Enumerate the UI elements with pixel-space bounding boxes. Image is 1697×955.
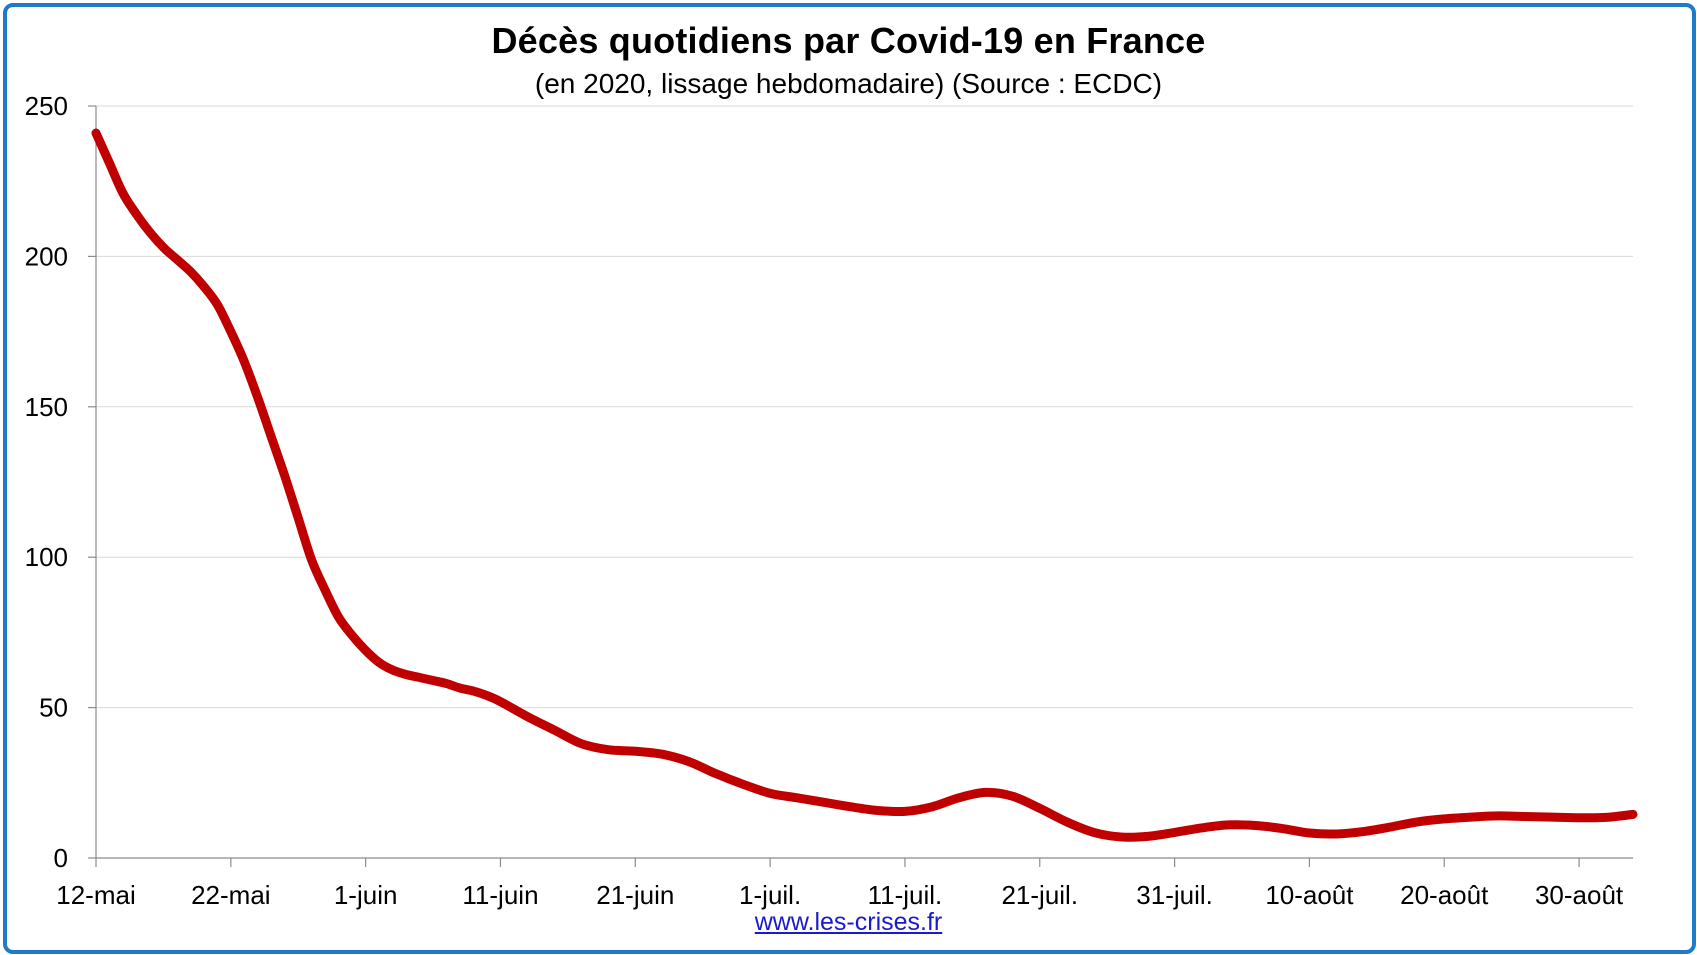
x-axis-ticks: 12-mai 22-mai 1-juin 11-juin 21-juin 1-juil. 1… — [56, 858, 1624, 910]
x-tick-label: 21-juil. — [1001, 880, 1078, 910]
y-tick-label: 250 — [25, 91, 68, 121]
chart-subtitle: (en 2020, lissage hebdomadaire) (Source … — [534, 68, 1163, 99]
axes — [95, 106, 1633, 859]
x-tick-label: 1-juil. — [739, 880, 801, 910]
x-tick-label: 10-août — [1265, 880, 1354, 910]
x-tick-label: 12-mai — [56, 880, 135, 910]
x-tick-label: 22-mai — [191, 880, 270, 910]
series-line-deaths — [91, 128, 1638, 842]
x-tick-label: 20-août — [1400, 880, 1489, 910]
x-tick-label: 11-juil. — [868, 880, 943, 910]
series-group — [91, 128, 1638, 842]
y-tick-label: 200 — [25, 241, 68, 271]
x-tick-label: 30-août — [1535, 880, 1624, 910]
x-tick-label: 11-juin — [462, 880, 538, 910]
source-link[interactable]: www.les-crises.fr — [754, 908, 943, 936]
y-tick-label: 50 — [39, 693, 68, 723]
y-tick-label: 0 — [54, 843, 68, 873]
y-tick-label: 150 — [25, 392, 68, 422]
y-axis-ticks: 0 50 100 150 200 250 — [25, 91, 96, 873]
grid-lines — [96, 105, 1633, 709]
x-tick-label: 1-juin — [334, 880, 398, 910]
y-tick-label: 100 — [25, 542, 68, 572]
chart-title: Décès quotidiens par Covid-19 en France — [491, 20, 1206, 61]
x-tick-label: 31-juil. — [1136, 880, 1213, 910]
x-tick-label: 21-juin — [596, 880, 674, 910]
